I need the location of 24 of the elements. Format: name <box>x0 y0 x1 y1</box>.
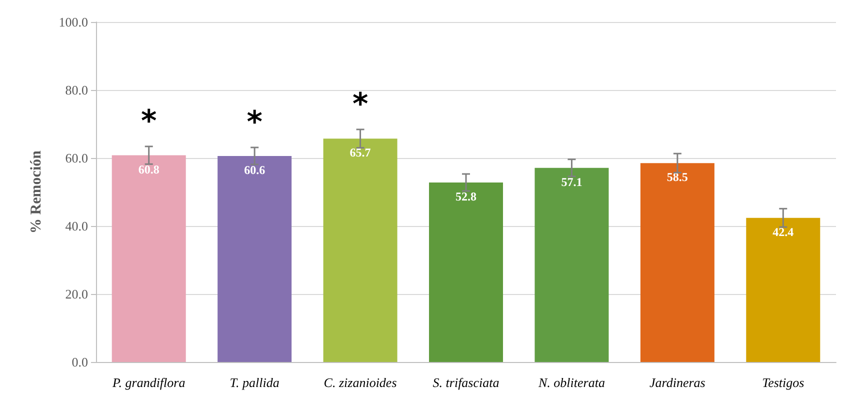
annotation: * <box>141 104 158 139</box>
y-tick-label: 40.0 <box>65 218 88 234</box>
x-tick-label: Testigos <box>762 375 804 390</box>
x-tick-label: C. zizanioides <box>324 375 397 390</box>
data-label: 60.6 <box>244 162 266 177</box>
x-tick-label: T. pallida <box>230 375 280 390</box>
x-tick-label: S. trifasciata <box>432 375 500 390</box>
y-tick-label: 60.0 <box>65 150 88 166</box>
data-label: 65.7 <box>350 146 371 160</box>
y-tick-label: 80.0 <box>65 82 88 98</box>
annotation: * <box>352 86 368 122</box>
data-label: 57.1 <box>561 174 582 189</box>
x-tick-label: N. obliterata <box>537 375 606 390</box>
y-tick-label: 20.0 <box>65 286 88 302</box>
data-label: 60.8 <box>138 162 160 176</box>
data-label: 58.5 <box>666 170 688 184</box>
x-tick-label: Jardineras <box>650 375 706 390</box>
x-tick-label: P. grandiflora <box>112 375 186 390</box>
y-tick-label: 100.0 <box>58 14 88 30</box>
data-label: 52.8 <box>456 189 476 204</box>
data-label: 42.4 <box>772 224 794 239</box>
annotation: * <box>246 104 263 140</box>
y-tick-label: 0.0 <box>72 354 88 370</box>
y-axis-title: % Remoción <box>28 150 44 234</box>
